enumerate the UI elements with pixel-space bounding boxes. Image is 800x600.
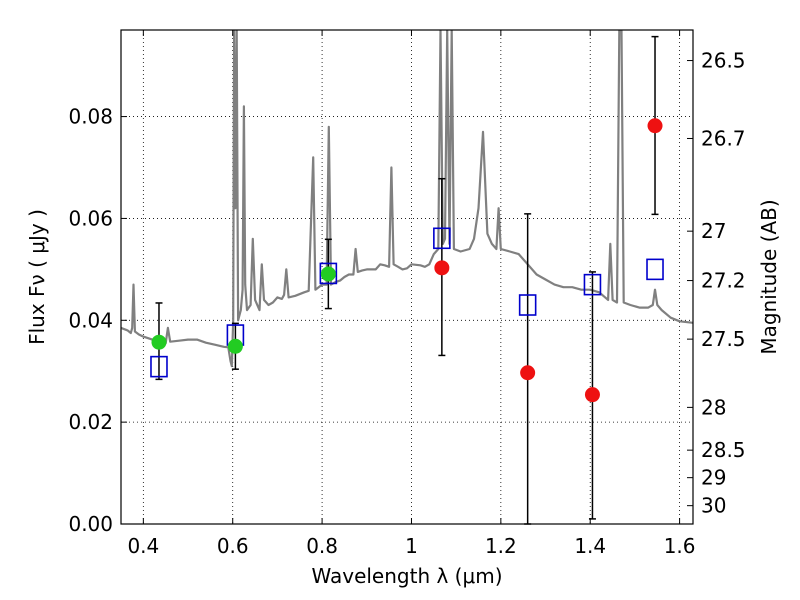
plot-frame [120, 29, 694, 525]
y2-tick-label: 29 [701, 466, 726, 490]
y-tick-label: 0.06 [68, 206, 113, 230]
blue-square-point [518, 294, 537, 316]
y2-tick-label: 27.5 [701, 327, 746, 351]
red-data-point [647, 118, 663, 134]
x-tick-labels: 0.4 0.6 0.8 1 1.2 1.4 1.6 [127, 534, 695, 558]
x-axis-label: Wavelength λ (μm) [311, 564, 502, 588]
point-layer [150, 118, 664, 403]
y2-tick-label: 27.2 [701, 269, 746, 293]
green-data-point [227, 338, 243, 354]
y2-tick-label: 28.5 [701, 438, 746, 462]
model-spectrum-line [121, 30, 693, 368]
x-tick-label: 1.4 [574, 534, 606, 558]
y2-tick-labels: 26.5 26.7 27 27.2 27.5 28 28.5 29 30 [701, 49, 746, 518]
red-data-point [520, 365, 536, 381]
red-data-point [584, 387, 600, 403]
x-tick-label: 0.6 [217, 534, 249, 558]
y2-axis-label: Magnitude (AB) [757, 199, 781, 354]
y2-tick-label: 26.7 [701, 126, 746, 150]
y2-tick-label: 28 [701, 395, 726, 419]
model-spectrum-layer [121, 30, 693, 368]
y-tick-label: 0.02 [68, 410, 113, 434]
blue-square-point [319, 262, 338, 285]
plot-background [121, 30, 693, 524]
x-tick-label: 1 [405, 534, 418, 558]
x-tick-label: 0.4 [127, 534, 159, 558]
green-data-point [151, 334, 167, 350]
blue-square-point [583, 273, 602, 296]
x-tick-label: 0.8 [306, 534, 338, 558]
y-tick-label: 0.08 [68, 105, 113, 129]
y2-tick-label: 30 [701, 494, 726, 518]
green-data-point [320, 266, 336, 282]
blue-square-point [646, 258, 664, 281]
tick-layer [121, 30, 693, 525]
blue-square-point [433, 227, 451, 250]
x-tick-label: 1.6 [664, 534, 696, 558]
y-tick-labels: 0.00 0.02 0.04 0.06 0.08 [68, 105, 113, 536]
y2-tick-label: 27 [701, 219, 726, 243]
y-tick-label: 0.04 [68, 308, 113, 332]
y-axis-label: Flux Fν ( μJy ) [25, 209, 49, 345]
x-tick-label: 1.2 [485, 534, 517, 558]
y-tick-label: 0.00 [68, 512, 113, 536]
blue-square-point [150, 355, 168, 378]
y2-tick-label: 26.5 [701, 49, 746, 73]
red-data-point [434, 260, 450, 276]
